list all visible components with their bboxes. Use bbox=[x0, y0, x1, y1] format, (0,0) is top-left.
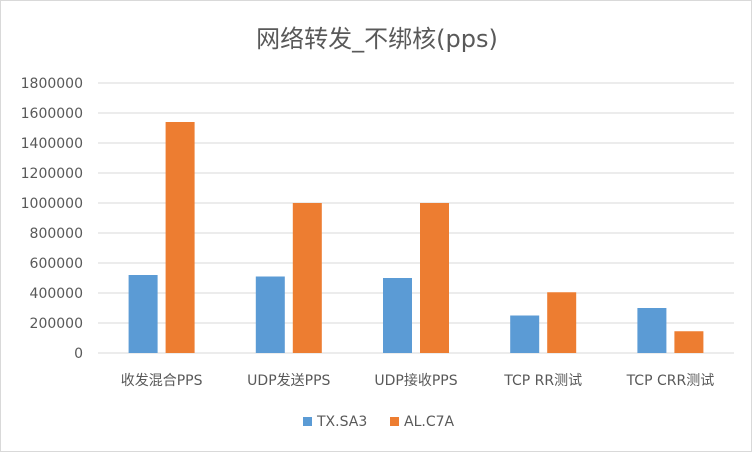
legend-swatch bbox=[390, 417, 399, 426]
bar-tx-sa3-2 bbox=[383, 278, 412, 353]
y-tick-label: 600000 bbox=[30, 256, 83, 272]
x-category-label: TCP RR测试 bbox=[503, 373, 582, 389]
y-axis: 0 200000 400000 600000 800000 1000000 1200000 1… bbox=[21, 76, 734, 362]
bar-al-c7a-4 bbox=[674, 331, 704, 353]
y-tick-label: 200000 bbox=[30, 316, 83, 332]
legend-label: TX.SA3 bbox=[316, 414, 367, 430]
x-category-label: UDP接收PPS bbox=[374, 372, 457, 389]
legend-swatch bbox=[303, 417, 312, 426]
gridlines bbox=[98, 82, 734, 354]
bar-al-c7a-3 bbox=[547, 292, 577, 353]
bar-tx-sa3-4 bbox=[637, 308, 667, 353]
x-category-label: 收发混合PPS bbox=[121, 373, 203, 389]
y-tick-label: 400000 bbox=[30, 286, 83, 302]
bar-tx-sa3-1 bbox=[255, 276, 285, 353]
bars bbox=[128, 122, 704, 353]
x-category-label: TCP CRR测试 bbox=[626, 373, 715, 389]
y-tick-label: 800000 bbox=[30, 226, 83, 242]
bar-tx-sa3-3 bbox=[510, 315, 540, 353]
bar-tx-sa3-0 bbox=[128, 275, 158, 353]
bar-al-c7a-1 bbox=[292, 203, 322, 353]
y-tick-label: 1800000 bbox=[21, 76, 83, 92]
y-tick-label: 1600000 bbox=[21, 106, 83, 122]
x-category-label: UDP发送PPS bbox=[247, 373, 330, 389]
legend: TX.SA3 AL.C7A bbox=[303, 414, 455, 430]
x-axis: 收发混合PPS UDP发送PPS UDP接收PPS TCP RR测试 TCP CRR测试 bbox=[121, 372, 715, 389]
y-tick-label: 1000000 bbox=[21, 196, 83, 212]
bar-al-c7a-2 bbox=[420, 203, 449, 353]
chart-title: 网络转发_不绑核(pps) bbox=[256, 25, 498, 53]
y-tick-label: 1200000 bbox=[21, 166, 83, 182]
legend-label: AL.C7A bbox=[404, 414, 455, 430]
bar-al-c7a-0 bbox=[165, 122, 195, 353]
y-tick-label: 0 bbox=[74, 346, 83, 362]
y-tick-label: 1400000 bbox=[21, 136, 83, 152]
